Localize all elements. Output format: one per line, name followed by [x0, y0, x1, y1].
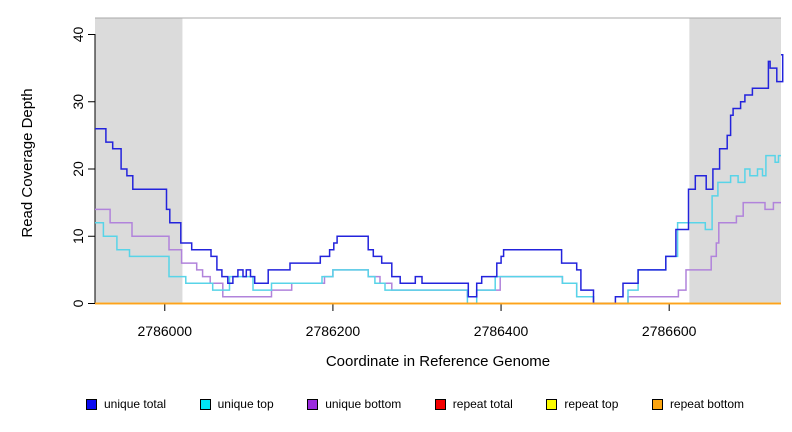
shaded-band-1: [689, 18, 781, 303]
y-tick-label: 20: [70, 161, 86, 177]
legend-label-unique-top: unique top: [217, 397, 274, 411]
legend-swatch-repeat-total: [434, 398, 446, 410]
legend-swatch-unique-total: [86, 398, 97, 410]
y-tick-label: 40: [70, 27, 86, 43]
y-tick-label: 10: [70, 228, 86, 244]
legend-swatch-repeat-bottom: [651, 398, 663, 410]
legend-item-repeat-top: repeat top: [546, 397, 618, 411]
x-axis-title: Coordinate in Reference Genome: [325, 353, 551, 370]
legend-swatch-unique-bottom: [307, 398, 319, 410]
legend-item-unique-total: unique total: [86, 397, 166, 411]
x-tick-label: 2786400: [474, 323, 529, 339]
y-tick-label: 30: [70, 94, 86, 110]
shaded-band-0: [95, 18, 183, 303]
legend-label-repeat-bottom: repeat bottom: [669, 397, 744, 411]
series-line-unique-top: [95, 154, 781, 305]
legend-label-unique-bottom: unique bottom: [325, 397, 402, 411]
legend-swatch-unique-top: [199, 398, 211, 410]
legend-label-repeat-total: repeat total: [452, 397, 513, 411]
legend: unique total unique top unique bottom repea…: [0, 397, 792, 411]
legend-item-unique-top: unique top: [199, 397, 274, 411]
legend-swatch-repeat-top: [546, 398, 558, 410]
legend-item-unique-bottom: unique bottom: [307, 397, 401, 411]
x-tick-label: 2786200: [306, 323, 361, 339]
y-axis-title: Read Coverage Depth: [19, 88, 36, 238]
series-line-unique-total: [95, 53, 784, 305]
legend-item-repeat-total: repeat total: [434, 397, 513, 411]
x-tick-label: 2786000: [138, 323, 193, 339]
y-tick-label: 0: [70, 299, 86, 307]
legend-item-repeat-bottom: repeat bottom: [651, 397, 744, 411]
x-tick-label: 2786600: [642, 323, 697, 339]
legend-label-repeat-top: repeat top: [564, 397, 619, 411]
legend-label-unique-total: unique total: [104, 397, 167, 411]
